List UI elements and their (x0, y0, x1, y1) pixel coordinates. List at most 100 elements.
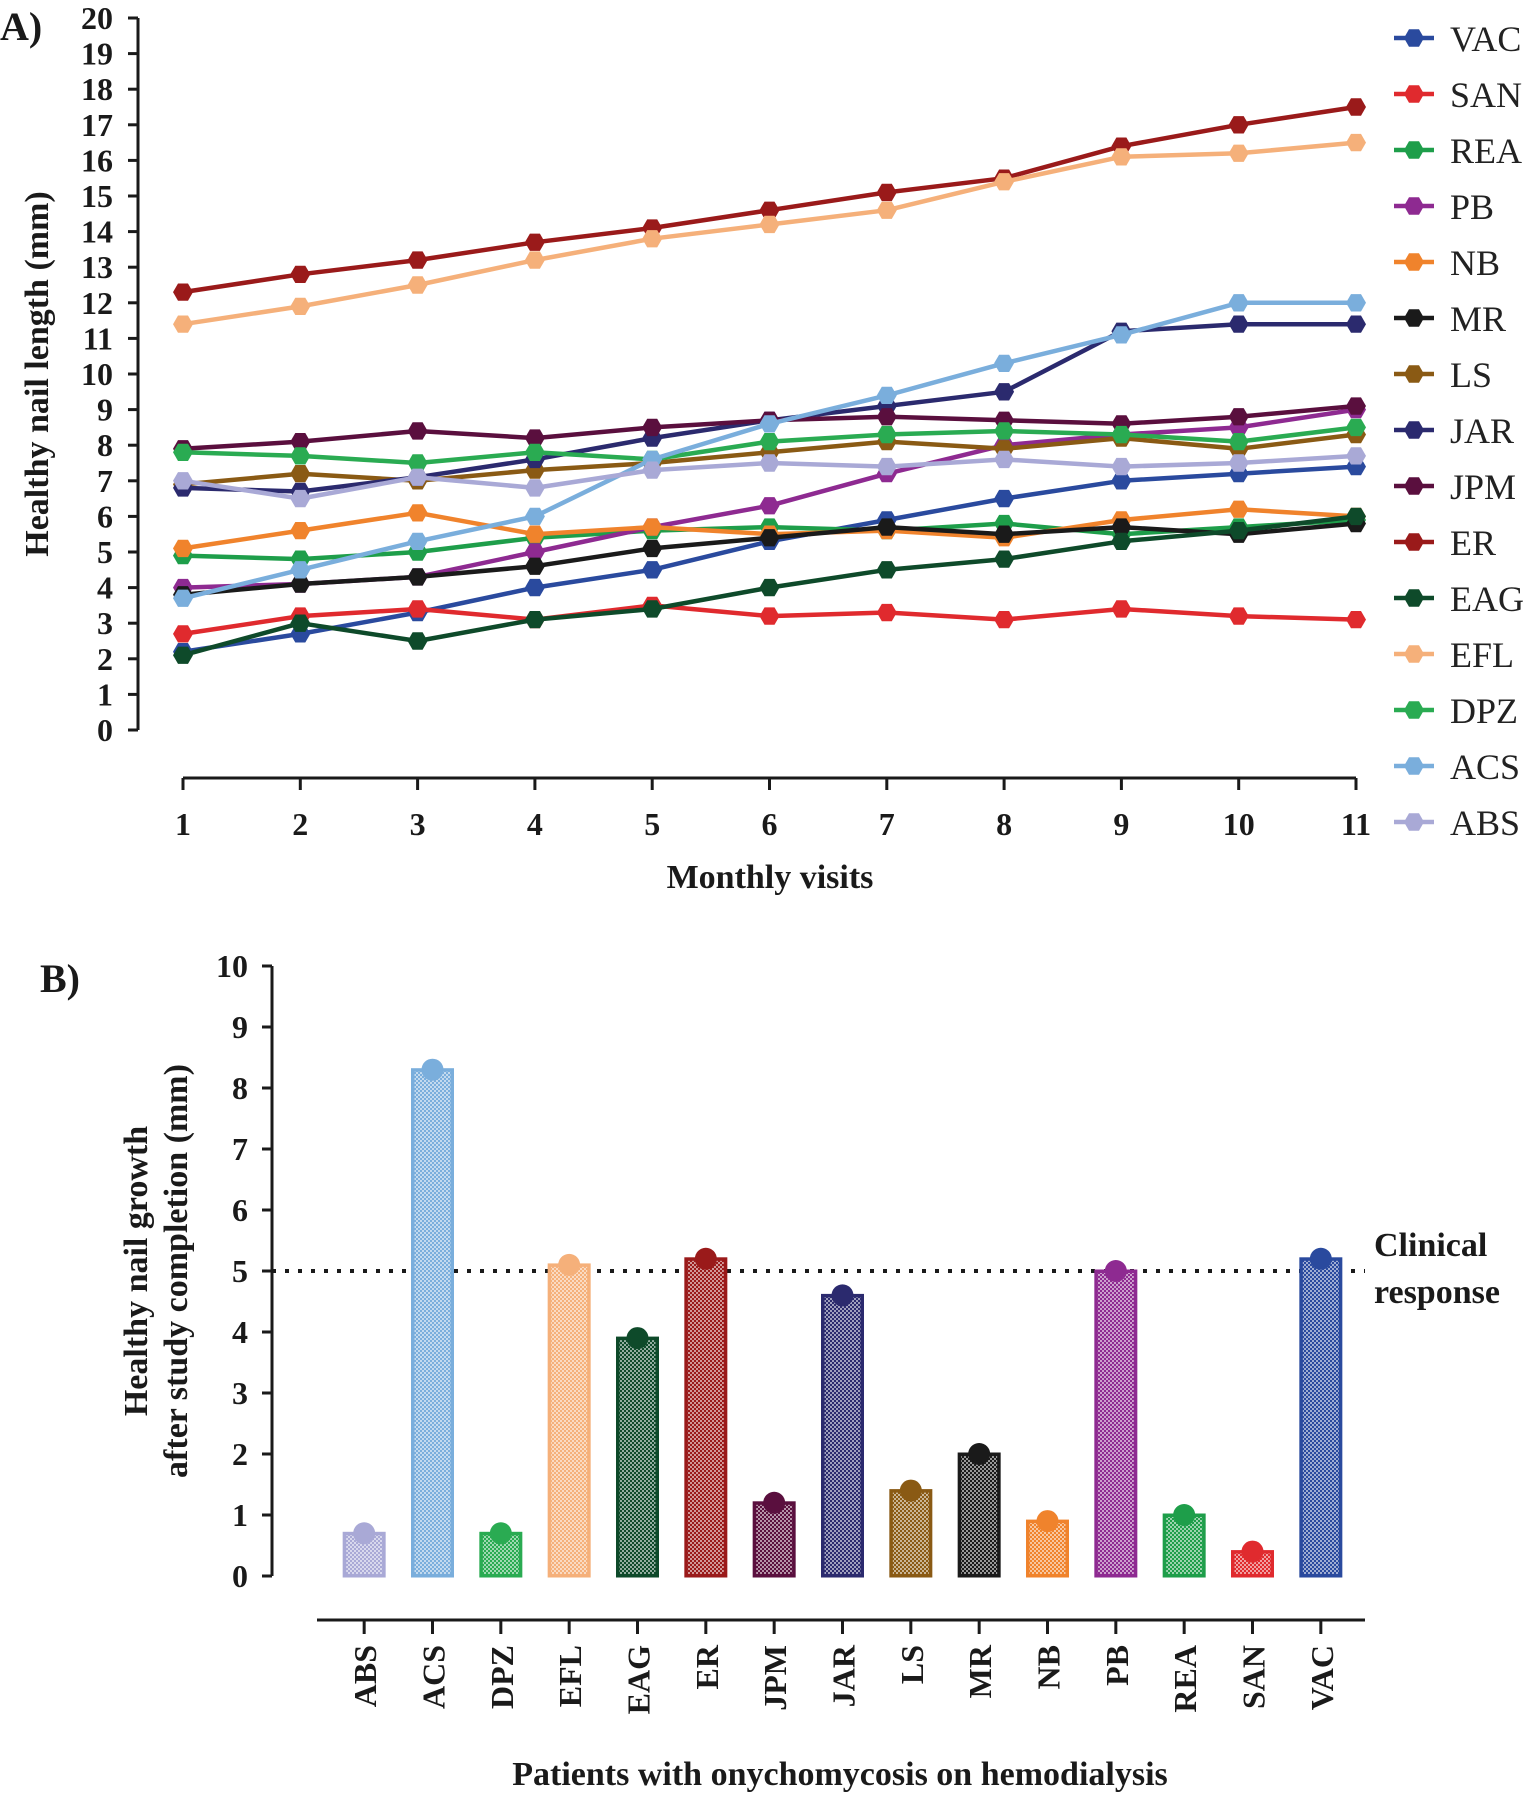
legend-item-efl: EFL (1394, 635, 1514, 675)
series-point-san (1111, 600, 1132, 618)
bar-san (1231, 1540, 1274, 1578)
series-point-nb (1228, 500, 1249, 518)
series-point-san (994, 611, 1015, 629)
series-eag (173, 507, 1366, 664)
panel-a-x-tick-label: 8 (996, 806, 1012, 842)
panel-a-y-tick-label: 15 (81, 178, 113, 214)
series-point-efl (642, 230, 663, 248)
series-point-efl (994, 173, 1015, 191)
series-point-nb (642, 518, 663, 536)
legend-label: ABS (1450, 803, 1520, 843)
series-point-dpz (1346, 418, 1366, 437)
bar-texture (551, 1266, 588, 1574)
legend-swatch-marker (1404, 589, 1424, 607)
legend-label: LS (1450, 355, 1492, 395)
legend-item-vac: VAC (1394, 19, 1521, 59)
legend-label: NB (1450, 243, 1500, 283)
bar-value-dot (558, 1253, 581, 1276)
panel-a-legend: VAC SAN REA PB NB MR LS JAR JPM ER EAG EFL DPZ ACS ABS (1394, 19, 1524, 843)
series-line-er (182, 104, 1357, 295)
panel-a-y-tick-label: 14 (81, 214, 113, 250)
legend-item-rea: REA (1394, 131, 1522, 171)
series-point-eag (876, 561, 897, 579)
bar-value-dot (899, 1479, 922, 1502)
legend-label: EAG (1450, 579, 1524, 619)
bar-value-dot (1309, 1247, 1332, 1270)
bar-texture (1166, 1517, 1203, 1574)
series-point-acs (759, 415, 780, 433)
bar-texture (961, 1456, 998, 1574)
legend-item-mr: MR (1394, 299, 1506, 339)
panel-b-x-tick-label: DPZ (484, 1645, 520, 1709)
panel-b-y-axis-title-line-2: after study completion (mm) (158, 1064, 195, 1478)
series-point-jpm (290, 433, 311, 451)
bar-value-dot (1241, 1540, 1264, 1563)
series-point-san (1346, 611, 1366, 629)
bar-efl (547, 1253, 591, 1578)
panel-b-x-tick-label: JPM (757, 1645, 793, 1711)
series-point-er (407, 251, 428, 269)
series-point-jar (1346, 315, 1366, 333)
series-point-eag (759, 578, 780, 597)
series-point-san (1228, 607, 1249, 625)
legend-item-ls: LS (1394, 355, 1492, 395)
series-point-er (524, 233, 545, 251)
panel-a-y-tick-label: 0 (97, 712, 113, 748)
series-point-jpm (524, 429, 545, 447)
bar-mr (957, 1443, 1001, 1578)
legend-label: ER (1450, 523, 1496, 563)
series-point-er (759, 201, 780, 219)
panel-b-y-tick-label: 4 (232, 1314, 248, 1350)
panel-b-y-tick-label: 6 (232, 1192, 248, 1228)
panel-a-y-tick-label: 5 (97, 534, 113, 570)
panel-b-x-tick-label: EAG (621, 1645, 657, 1714)
series-point-pb (524, 543, 545, 561)
series-point-efl (524, 251, 545, 269)
panel-a-y-tick-label: 4 (97, 570, 113, 606)
series-point-eag (407, 632, 428, 650)
series-point-acs (1111, 326, 1132, 344)
legend-label: MR (1450, 299, 1506, 339)
panel-a-y-tick-label: 16 (81, 142, 113, 178)
legend-item-er: ER (1394, 523, 1496, 563)
panel-b-y-ticks: 0 1 2 3 4 5 6 7 8 9 10 (216, 948, 272, 1594)
panel-b-x-tick-label: PB (1099, 1645, 1135, 1686)
legend-swatch-marker (1404, 141, 1424, 159)
panel-b-x-ticks: ABS ACS DPZ EFL EAG ER JPM JAR LS MR NB PB REA SAN VAC (347, 1620, 1340, 1714)
series-point-er (1346, 98, 1366, 116)
series-point-san (173, 625, 193, 643)
legend-item-nb: NB (1394, 243, 1500, 283)
series-point-abs (524, 479, 545, 497)
series-point-eag (1111, 532, 1132, 550)
legend-label: REA (1450, 131, 1522, 171)
legend-swatch-marker (1404, 701, 1424, 719)
panel-b-y-tick-label: 7 (232, 1131, 248, 1167)
series-point-dpz (994, 422, 1015, 440)
bar-value-dot (968, 1443, 991, 1465)
series-point-nb (524, 525, 545, 543)
series-point-jpm (876, 408, 897, 426)
panel-b-y-axis-title-line-1: Healthy nail growth (118, 1126, 155, 1416)
panel-a-y-tick-label: 2 (97, 641, 113, 677)
panel-a-y-tick-label: 17 (81, 107, 113, 143)
series-point-efl (290, 297, 311, 315)
series-point-ls (290, 465, 311, 483)
bar-value-dot (694, 1247, 717, 1270)
legend-label: PB (1450, 187, 1494, 227)
series-point-er (876, 183, 897, 202)
panel-a-x-tick-label: 9 (1113, 806, 1129, 842)
legend-swatch-marker (1404, 85, 1424, 103)
panel-b-y-tick-label: 10 (216, 948, 248, 984)
legend-swatch-marker (1404, 365, 1424, 383)
bar-texture (1302, 1260, 1339, 1574)
series-point-vac (994, 489, 1015, 508)
legend-swatch-marker (1404, 477, 1424, 495)
bar-texture (824, 1297, 861, 1574)
series-point-efl (407, 276, 428, 294)
series-point-eag (290, 614, 311, 632)
panel-a-y-tick-label: 12 (81, 285, 113, 321)
bar-value-dot (763, 1491, 786, 1514)
series-point-mr (759, 529, 780, 547)
series-point-mr (524, 557, 545, 575)
